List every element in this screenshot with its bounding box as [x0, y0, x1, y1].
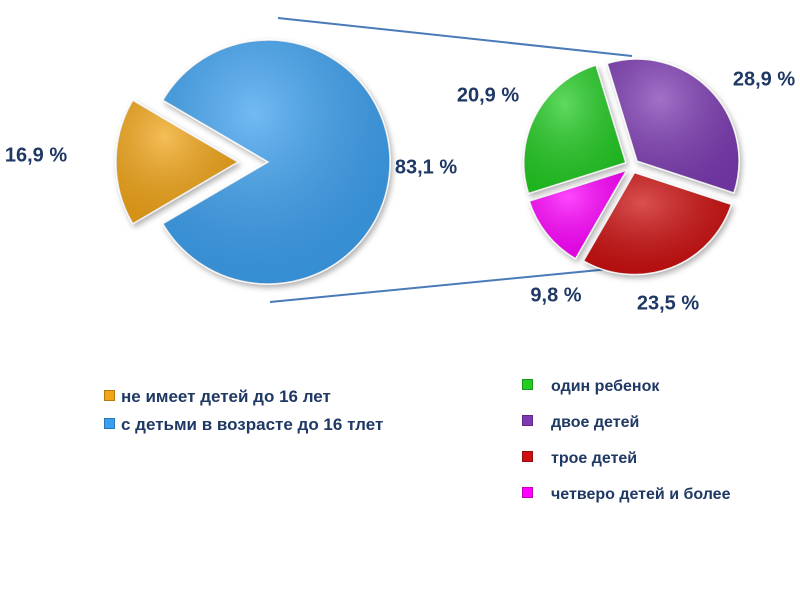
sub-pie-slice-2 — [528, 169, 629, 260]
legend-label: четверо детей и более — [551, 486, 731, 503]
legend-swatch-red — [522, 451, 533, 463]
legend-sub: один ребенок двое детей трое детей четве… — [522, 376, 730, 520]
main-pie-slice-highlight-1 — [162, 39, 390, 284]
legend-swatch-blue — [104, 418, 115, 430]
main-pie-slice-highlight-0 — [115, 100, 238, 224]
main-pie-slice-0 — [115, 99, 240, 225]
legend-label: трое детей — [551, 450, 638, 467]
main-pie — [115, 39, 391, 285]
sub-pie-slice-highlight-0 — [607, 59, 740, 193]
sub-pie-slice-highlight-1 — [583, 172, 732, 275]
value-label-two-children: 28,9 % — [732, 68, 796, 91]
legend-item-two-children: двое детей — [522, 412, 730, 448]
sub-pie-slice-3 — [523, 64, 627, 195]
sub-pie-slice-0 — [606, 58, 740, 194]
main-pie-slice-1 — [161, 39, 391, 285]
legend-swatch-green — [522, 379, 533, 391]
sub-pie-slice-highlight-2 — [529, 170, 627, 259]
legend-label: не имеет детей до 16 лет — [121, 387, 331, 406]
value-label-no-children: 16,9 % — [4, 144, 68, 167]
value-label-one-child: 20,9 % — [456, 84, 520, 107]
value-label-four-plus-children: 9,8 % — [530, 284, 582, 307]
legend-label: двое детей — [551, 414, 640, 431]
legend-item-four-plus-children: четверо детей и более — [522, 484, 730, 520]
connector-lines — [269, 17, 633, 303]
legend-swatch-orange — [104, 390, 115, 402]
legend-item-no-children: не имеет детей до 16 лет — [104, 386, 383, 414]
legend-main: не имеет детей до 16 лет с детьми в возр… — [104, 386, 383, 442]
value-label-with-children: 83,1 % — [394, 156, 458, 179]
sub-pie-slice-highlight-3 — [523, 65, 626, 194]
legend-swatch-magenta — [522, 487, 533, 499]
legend-label: с детьми в возрасте до 16 тлет — [121, 415, 384, 434]
legend-item-one-child: один ребенок — [522, 376, 730, 412]
legend-item-with-children: с детьми в возрасте до 16 тлет — [104, 414, 383, 442]
legend-item-three-children: трое детей — [522, 448, 730, 484]
legend-swatch-purple — [522, 415, 533, 427]
connector-top — [277, 17, 633, 57]
sub-pie-slice-1 — [582, 171, 733, 276]
sub-pie — [523, 58, 740, 276]
value-label-three-children: 23,5 % — [636, 292, 700, 315]
legend-label: один ребенок — [551, 378, 660, 395]
connector-bottom — [269, 267, 621, 303]
